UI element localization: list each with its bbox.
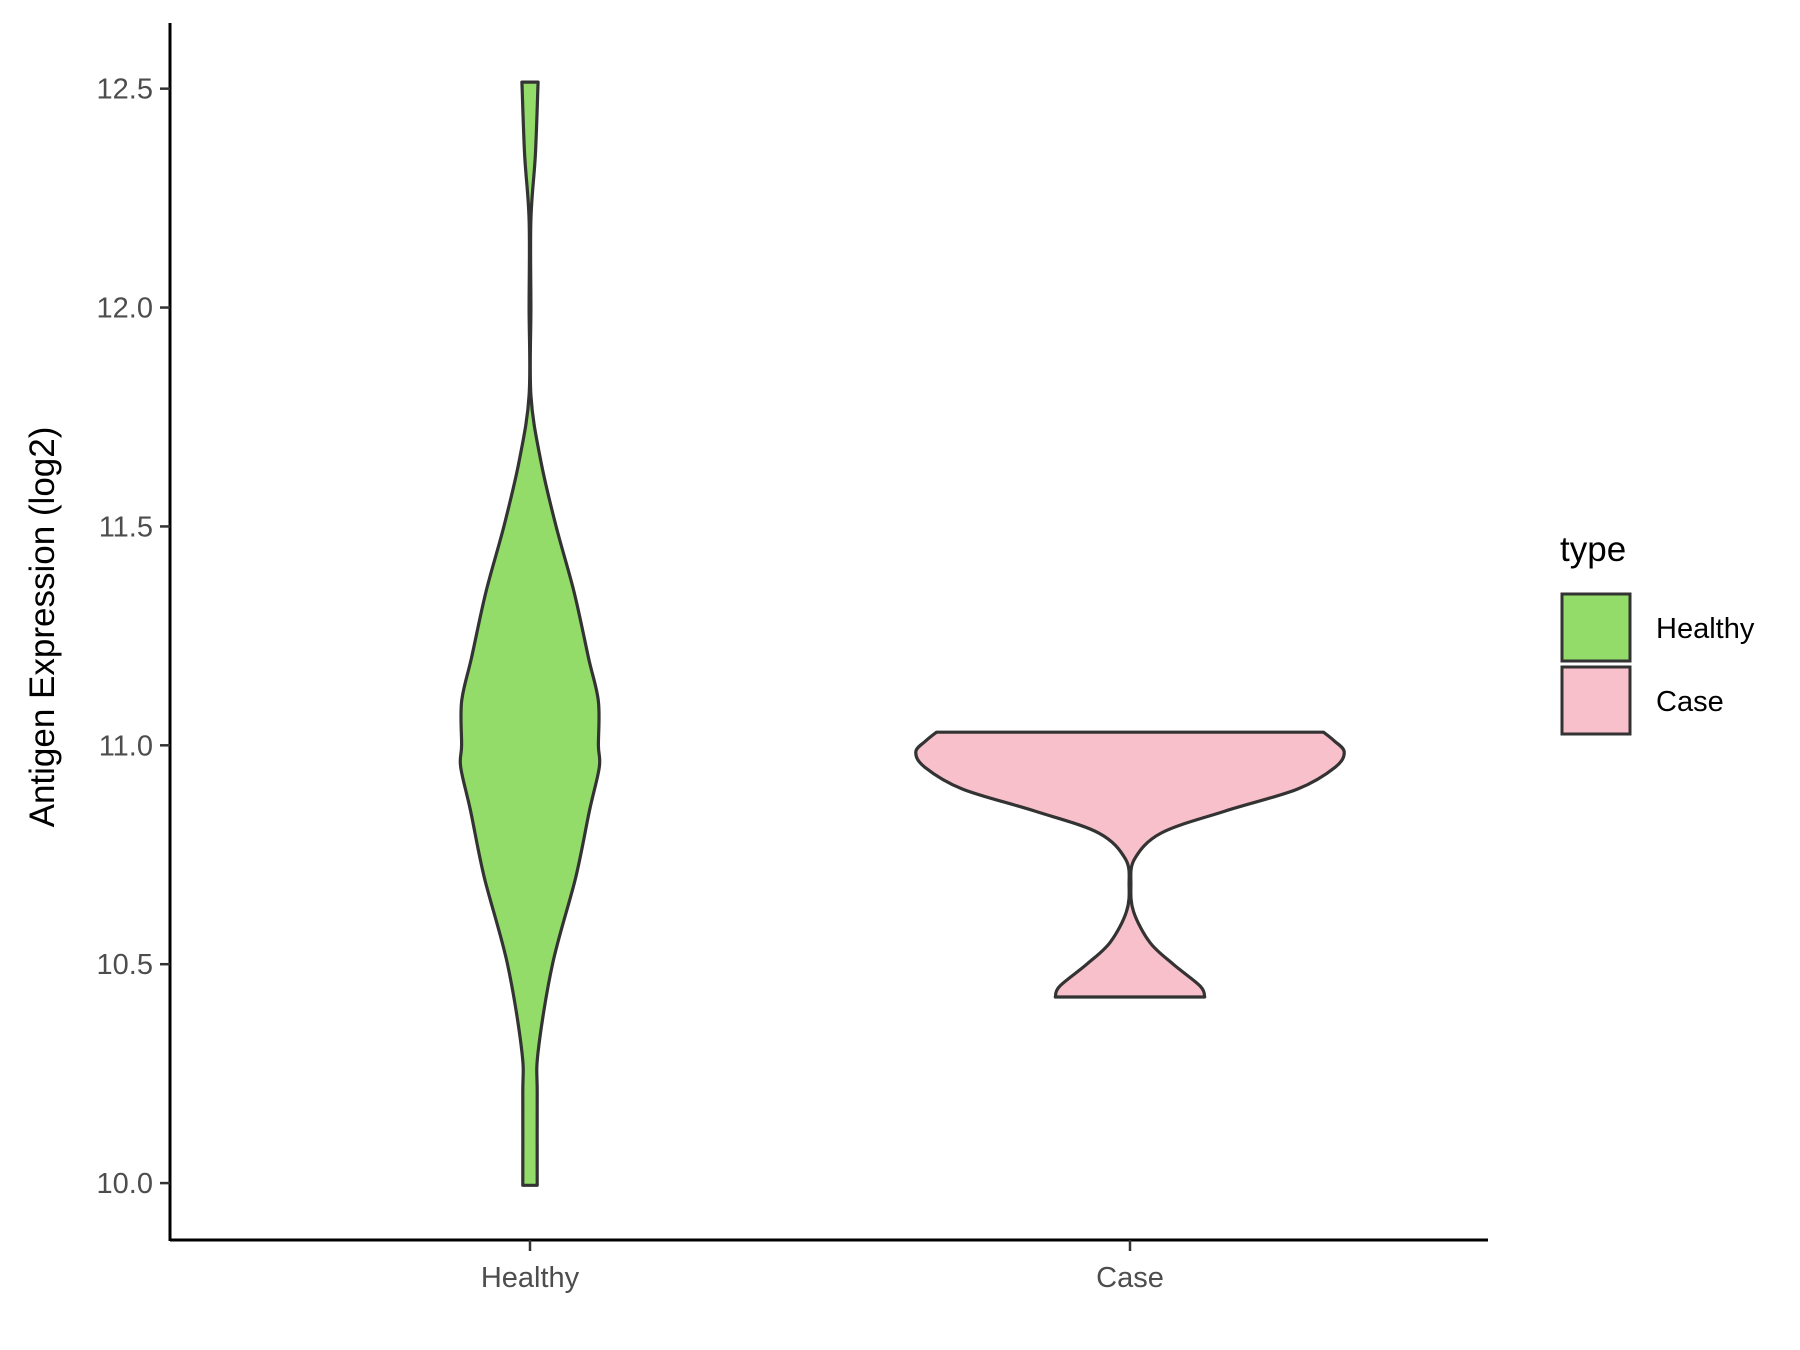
plot-area: 10.0 10.5 11.0 11.5 12.0 12.5 Healthy Case — [97, 23, 1488, 1294]
legend: type Healthy Case — [1560, 530, 1755, 736]
legend-label: Case — [1656, 686, 1724, 718]
x-tick-label: Case — [1096, 1262, 1164, 1294]
y-tick-label: 10.5 — [97, 949, 153, 981]
legend-swatch — [1560, 665, 1632, 736]
y-tick-label: 10.0 — [97, 1168, 153, 1200]
violin-healthy — [458, 80, 602, 1187]
y-axis-title: Antigen Expression (log2) — [23, 427, 62, 828]
legend-title: type — [1560, 530, 1626, 569]
violins-layer — [458, 80, 1346, 1187]
x-tick-label: Healthy — [481, 1262, 580, 1294]
y-tick-label: 11.0 — [99, 730, 153, 762]
y-tick-label: 12.0 — [97, 293, 153, 325]
y-axis-ticks: 10.0 10.5 11.0 11.5 12.0 12.5 — [97, 74, 170, 1200]
y-tick-label: 12.5 — [97, 74, 153, 106]
legend-items: Healthy Case — [1560, 592, 1755, 736]
y-tick-label: 11.5 — [99, 511, 153, 543]
violin-case — [914, 730, 1346, 999]
legend-swatch — [1560, 592, 1632, 663]
x-axis-ticks: Healthy Case — [481, 1240, 1164, 1294]
legend-label: Healthy — [1656, 613, 1755, 645]
